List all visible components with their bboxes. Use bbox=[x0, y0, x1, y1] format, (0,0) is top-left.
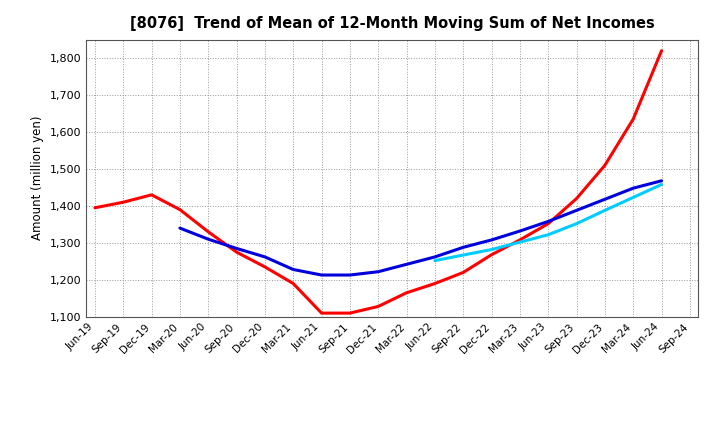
5 Years bbox=[374, 269, 382, 275]
3 Years bbox=[374, 304, 382, 309]
5 Years bbox=[459, 245, 467, 250]
5 Years bbox=[516, 228, 524, 234]
7 Years bbox=[487, 247, 496, 252]
3 Years bbox=[544, 221, 552, 226]
5 Years bbox=[544, 219, 552, 224]
7 Years bbox=[629, 195, 637, 200]
3 Years bbox=[261, 264, 269, 270]
5 Years bbox=[657, 178, 666, 183]
Line: 7 Years: 7 Years bbox=[435, 184, 662, 260]
5 Years bbox=[176, 225, 184, 231]
3 Years bbox=[600, 163, 609, 168]
3 Years bbox=[516, 237, 524, 242]
5 Years bbox=[289, 267, 297, 272]
3 Years bbox=[572, 196, 581, 201]
5 Years bbox=[600, 197, 609, 202]
5 Years bbox=[233, 246, 241, 251]
3 Years bbox=[657, 48, 666, 53]
3 Years bbox=[119, 200, 127, 205]
7 Years bbox=[516, 239, 524, 245]
3 Years bbox=[629, 117, 637, 122]
Line: 3 Years: 3 Years bbox=[95, 51, 662, 313]
5 Years bbox=[629, 186, 637, 191]
3 Years bbox=[148, 192, 156, 198]
7 Years bbox=[544, 232, 552, 238]
3 Years bbox=[176, 207, 184, 212]
5 Years bbox=[402, 262, 411, 267]
3 Years bbox=[431, 281, 439, 286]
5 Years bbox=[261, 254, 269, 260]
7 Years bbox=[572, 221, 581, 226]
3 Years bbox=[346, 311, 354, 316]
Line: 5 Years: 5 Years bbox=[180, 181, 662, 275]
7 Years bbox=[459, 253, 467, 258]
3 Years bbox=[233, 249, 241, 255]
5 Years bbox=[318, 272, 326, 278]
3 Years bbox=[487, 252, 496, 257]
5 Years bbox=[431, 254, 439, 260]
5 Years bbox=[204, 237, 212, 242]
Y-axis label: Amount (million yen): Amount (million yen) bbox=[32, 116, 45, 240]
3 Years bbox=[289, 281, 297, 286]
7 Years bbox=[600, 208, 609, 213]
3 Years bbox=[204, 229, 212, 235]
5 Years bbox=[572, 208, 581, 213]
3 Years bbox=[91, 205, 99, 210]
5 Years bbox=[346, 272, 354, 278]
7 Years bbox=[657, 182, 666, 187]
7 Years bbox=[431, 258, 439, 263]
Title: [8076]  Trend of Mean of 12-Month Moving Sum of Net Incomes: [8076] Trend of Mean of 12-Month Moving … bbox=[130, 16, 654, 32]
3 Years bbox=[318, 311, 326, 316]
5 Years bbox=[487, 237, 496, 242]
3 Years bbox=[459, 270, 467, 275]
3 Years bbox=[402, 290, 411, 295]
